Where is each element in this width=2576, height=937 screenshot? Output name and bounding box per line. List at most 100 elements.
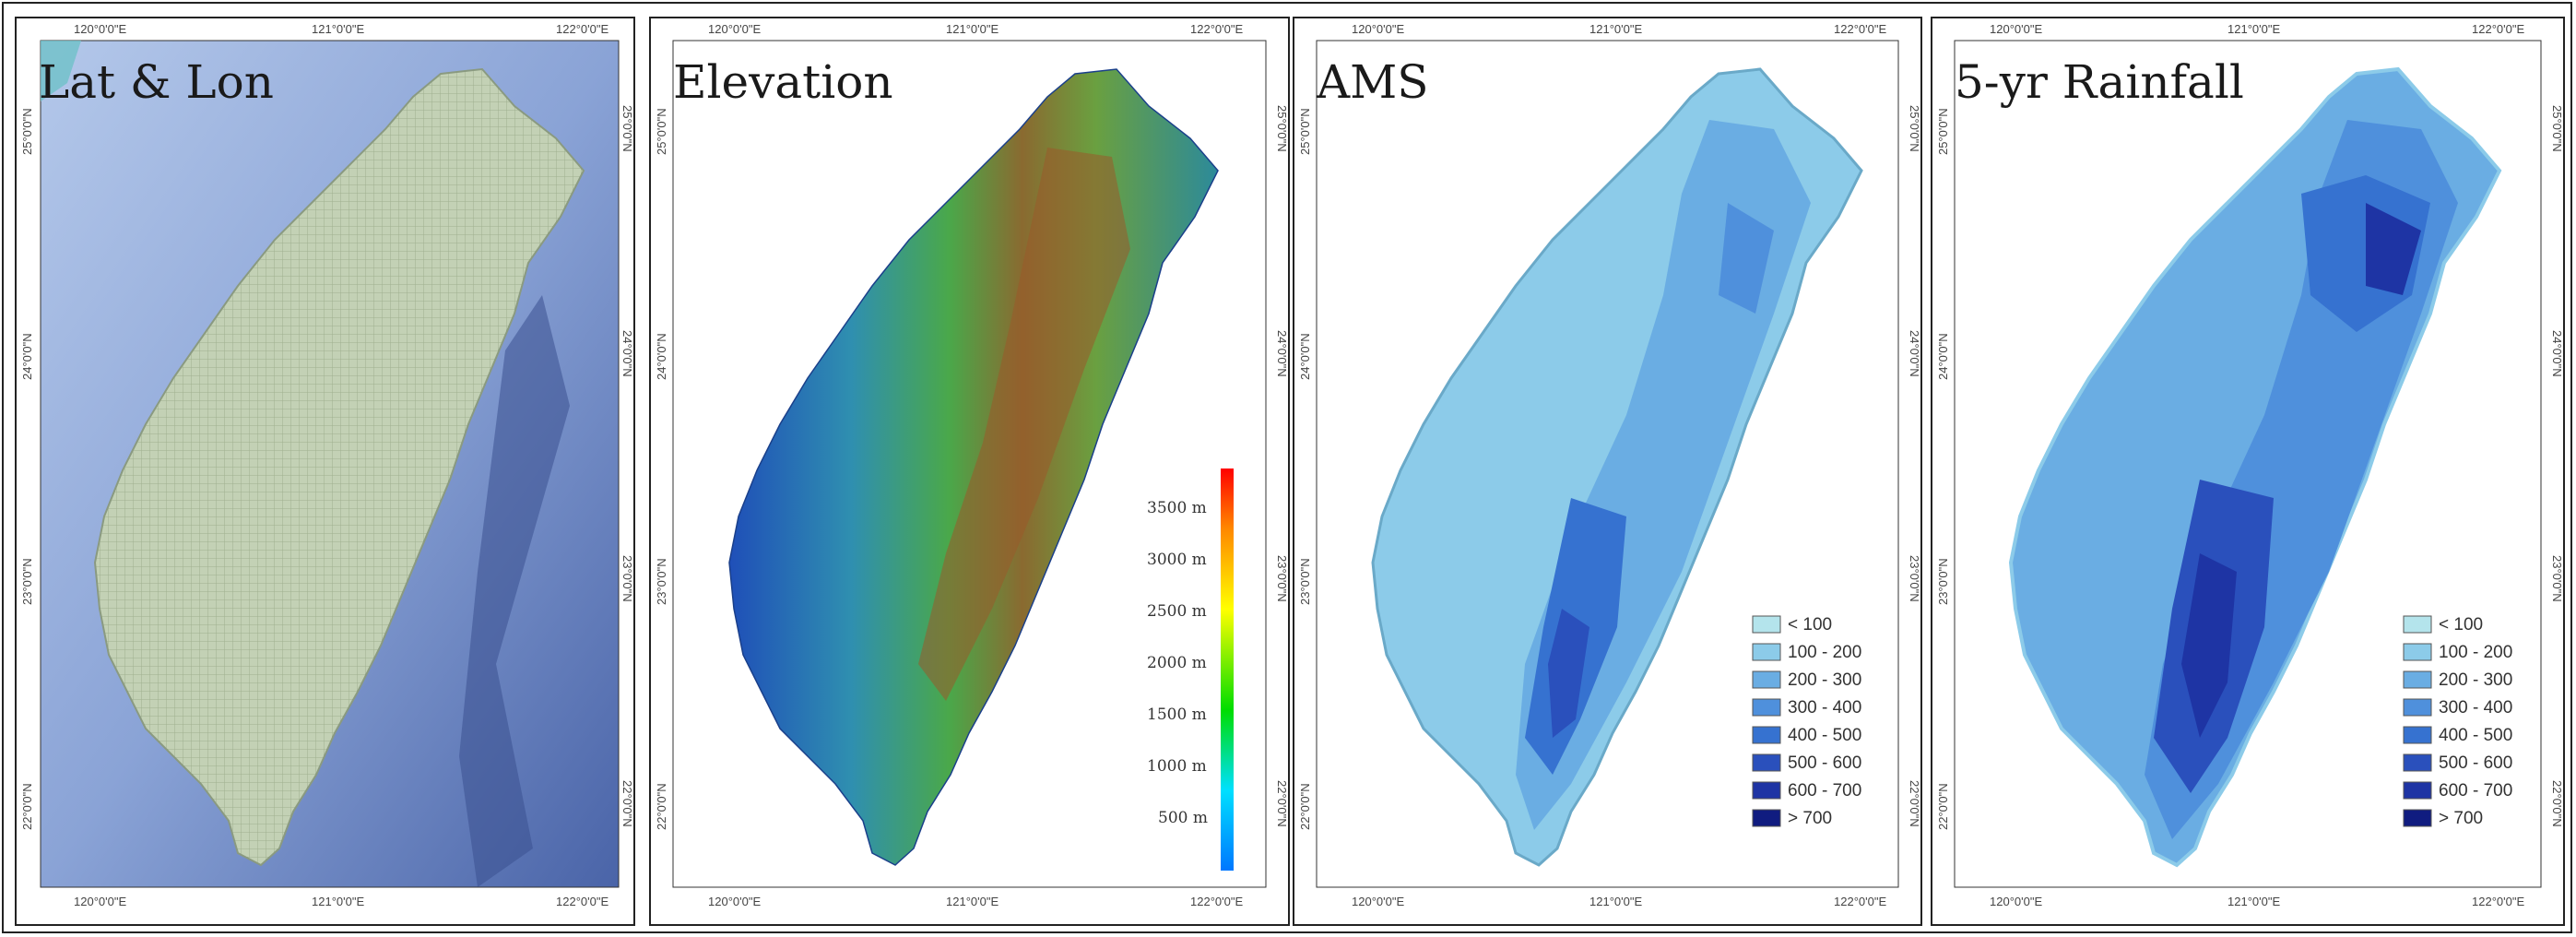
lat-tick-right-1: 25°0'0"N xyxy=(2550,105,2563,152)
lat-tick-left-4: 22°0'0"N xyxy=(1936,783,1950,830)
lon-tick-top-3: 122°0'0"E xyxy=(1834,22,1886,36)
panel-title: 5-yr Rainfall xyxy=(1955,55,2244,109)
legend-label: 500 - 600 xyxy=(2439,753,2512,773)
lat-tick-left-3: 23°0'0"N xyxy=(655,558,668,605)
lon-tick-bottom-1: 120°0'0"E xyxy=(1990,895,2042,908)
lon-tick-top-2: 121°0'0"E xyxy=(2227,22,2280,36)
lat-tick-left-2: 24°0'0"N xyxy=(1936,333,1950,380)
panel-lat-lon: 120°0'0"E 121°0'0"E 122°0'0"E 120°0'0"E … xyxy=(15,17,635,926)
lat-tick-left-1: 25°0'0"N xyxy=(1936,108,1950,155)
lon-tick-bottom-2: 121°0'0"E xyxy=(2227,895,2280,908)
lat-tick-right-1: 25°0'0"N xyxy=(1908,105,1920,152)
lon-tick-bottom-2: 121°0'0"E xyxy=(312,895,364,908)
central-range xyxy=(918,148,1130,701)
lon-tick-bottom-1: 120°0'0"E xyxy=(1352,895,1404,908)
lat-tick-right-2: 24°0'0"N xyxy=(1908,330,1920,377)
lon-tick-bottom-1: 120°0'0"E xyxy=(74,895,126,908)
map-elevation: 3500 m 3000 m 2500 m 2000 m 1500 m 1000 … xyxy=(655,22,1288,908)
lon-tick-top-3: 122°0'0"E xyxy=(556,22,609,36)
lon-tick-top-1: 120°0'0"E xyxy=(1352,22,1404,36)
elev-label-2500: 2500 m xyxy=(1147,602,1207,621)
lat-tick-right-2: 24°0'0"N xyxy=(620,330,633,377)
legend-label: > 700 xyxy=(2439,809,2483,828)
lon-tick-top-3: 122°0'0"E xyxy=(2472,22,2524,36)
map-ams: < 100 100 - 200 200 - 300 300 - 400 400 - 50… xyxy=(1298,22,1920,908)
ams-legend: < 100 100 - 200 200 - 300 300 - 400 400 - 50… xyxy=(1752,615,1861,828)
legend-label: 600 - 700 xyxy=(2439,781,2512,801)
coast-shallow xyxy=(41,41,81,101)
lon-tick-bottom-3: 122°0'0"E xyxy=(556,895,609,908)
legend-swatch xyxy=(1752,753,1781,772)
legend-swatch xyxy=(1752,670,1781,689)
lat-tick-left-3: 23°0'0"N xyxy=(1298,558,1312,605)
legend-label: 400 - 500 xyxy=(2439,726,2512,745)
lat-tick-left-1: 25°0'0"N xyxy=(20,108,34,155)
legend-swatch xyxy=(1752,726,1781,744)
ocean-trench xyxy=(459,295,570,887)
elev-label-1000: 1000 m xyxy=(1147,757,1207,776)
elev-label-3500: 3500 m xyxy=(1147,499,1207,517)
legend-label: 300 - 400 xyxy=(2439,698,2512,718)
lon-tick-top-3: 122°0'0"E xyxy=(1190,22,1243,36)
lat-tick-left-1: 25°0'0"N xyxy=(655,108,668,155)
legend-label: 200 - 300 xyxy=(1788,670,1861,690)
legend-swatch xyxy=(1752,615,1781,634)
lon-tick-bottom-1: 120°0'0"E xyxy=(708,895,761,908)
lon-tick-bottom-2: 121°0'0"E xyxy=(946,895,998,908)
lat-tick-left-2: 24°0'0"N xyxy=(20,333,34,380)
elev-label-500: 500 m xyxy=(1158,809,1208,827)
lat-tick-right-3: 23°0'0"N xyxy=(1275,555,1288,602)
lon-tick-top-1: 120°0'0"E xyxy=(708,22,761,36)
lat-tick-right-2: 24°0'0"N xyxy=(2550,330,2563,377)
legend-swatch xyxy=(2403,809,2432,827)
lon-tick-bottom-2: 121°0'0"E xyxy=(1589,895,1642,908)
legend-label: 100 - 200 xyxy=(2439,643,2512,662)
legend-swatch xyxy=(1752,698,1781,717)
lat-tick-left-4: 22°0'0"N xyxy=(1298,783,1312,830)
lon-tick-top-1: 120°0'0"E xyxy=(1990,22,2042,36)
elevation-color-ramp xyxy=(1221,468,1234,871)
lat-tick-left-1: 25°0'0"N xyxy=(1298,108,1312,155)
lat-tick-left-2: 24°0'0"N xyxy=(1298,333,1312,380)
lat-tick-left-3: 23°0'0"N xyxy=(1936,558,1950,605)
panel-ams: < 100 100 - 200 200 - 300 300 - 400 400 - 50… xyxy=(1293,17,1922,926)
panel-title: Lat & Lon xyxy=(39,55,274,109)
legend-label: 100 - 200 xyxy=(1788,643,1861,662)
lon-tick-top-1: 120°0'0"E xyxy=(74,22,126,36)
ams-zone-300-400-north xyxy=(1719,203,1774,314)
rainfall-legend: < 100 100 - 200 200 - 300 300 - 400 400 - 50… xyxy=(2403,615,2512,828)
lat-tick-right-4: 22°0'0"N xyxy=(1275,780,1288,827)
panel-title: AMS xyxy=(1317,55,1429,109)
legend-label: > 700 xyxy=(1788,809,1832,828)
legend-swatch xyxy=(2403,698,2432,717)
lon-tick-bottom-3: 122°0'0"E xyxy=(1834,895,1886,908)
legend-swatch xyxy=(1752,781,1781,800)
legend-label: 200 - 300 xyxy=(2439,670,2512,690)
panel-5yr-rainfall: < 100 100 - 200 200 - 300 300 - 400 400 - 50… xyxy=(1931,17,2565,926)
lon-tick-bottom-3: 122°0'0"E xyxy=(2472,895,2524,908)
legend-label: < 100 xyxy=(2439,615,2483,635)
legend-swatch xyxy=(2403,726,2432,744)
lat-tick-right-3: 23°0'0"N xyxy=(2550,555,2563,602)
elev-label-3000: 3000 m xyxy=(1147,551,1207,569)
legend-swatch xyxy=(2403,670,2432,689)
panel-title: Elevation xyxy=(673,55,893,109)
elev-label-2000: 2000 m xyxy=(1147,654,1207,672)
lat-tick-right-4: 22°0'0"N xyxy=(620,780,633,827)
lat-tick-right-2: 24°0'0"N xyxy=(1275,330,1288,377)
lat-tick-right-4: 22°0'0"N xyxy=(2550,780,2563,827)
lat-tick-left-2: 24°0'0"N xyxy=(655,333,668,380)
legend-label: 600 - 700 xyxy=(1788,781,1861,801)
lon-tick-bottom-3: 122°0'0"E xyxy=(1190,895,1243,908)
map-lat-lon: 120°0'0"E 121°0'0"E 122°0'0"E 120°0'0"E … xyxy=(20,22,633,908)
lon-tick-top-2: 121°0'0"E xyxy=(1589,22,1642,36)
lat-tick-right-1: 25°0'0"N xyxy=(620,105,633,152)
lat-tick-right-3: 23°0'0"N xyxy=(1908,555,1920,602)
lat-tick-right-4: 22°0'0"N xyxy=(1908,780,1920,827)
rain-zone-600-700 xyxy=(2181,553,2237,738)
lat-tick-right-3: 23°0'0"N xyxy=(620,555,633,602)
map-5yr-rainfall: < 100 100 - 200 200 - 300 300 - 400 400 - 50… xyxy=(1936,22,2563,908)
legend-swatch xyxy=(2403,643,2432,661)
lon-tick-top-2: 121°0'0"E xyxy=(312,22,364,36)
